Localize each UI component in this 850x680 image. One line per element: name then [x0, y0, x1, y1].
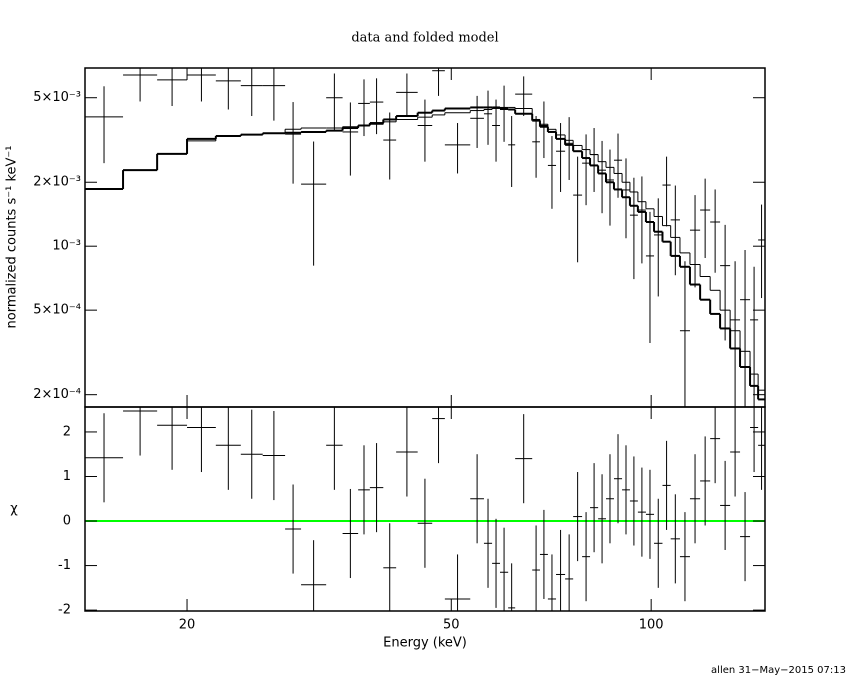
- x-tick-label: 20: [179, 618, 196, 633]
- top-panel: [85, 68, 765, 407]
- y-tick-label: 5×10⁻³: [33, 90, 81, 105]
- y-tick-label: 10⁻³: [52, 239, 81, 254]
- chart-title: data and folded model: [351, 31, 498, 46]
- y-tick-label: 2×10⁻³: [33, 175, 81, 190]
- y-tick-label: -1: [58, 558, 71, 573]
- y-tick-label: 2×10⁻⁴: [33, 387, 81, 402]
- y-tick-label: 1: [63, 469, 71, 484]
- x-axis-label: Energy (keV): [383, 636, 467, 651]
- axes: 5×10⁻³ 2×10⁻³ 10⁻³ 5×10⁻⁴ 2×10⁻⁴ -2 -1 0 1 2 20 50 1…: [33, 67, 766, 633]
- y-tick-label: 2: [63, 424, 71, 439]
- y-axis-label: χ: [10, 502, 18, 517]
- x-tick-label: 50: [443, 618, 460, 633]
- x-tick-label: 100: [639, 618, 664, 633]
- plot-frame: [84, 406, 766, 612]
- y-tick-label: -2: [58, 603, 71, 618]
- footer: allen 31−May−2015 07:13: [711, 665, 846, 676]
- y-tick-label: 5×10⁻⁴: [33, 303, 81, 318]
- bottom-panel: [85, 407, 765, 611]
- y-axis-label: normalized counts s⁻¹ keV⁻¹: [5, 146, 20, 329]
- y-tick-label: 0: [63, 514, 71, 529]
